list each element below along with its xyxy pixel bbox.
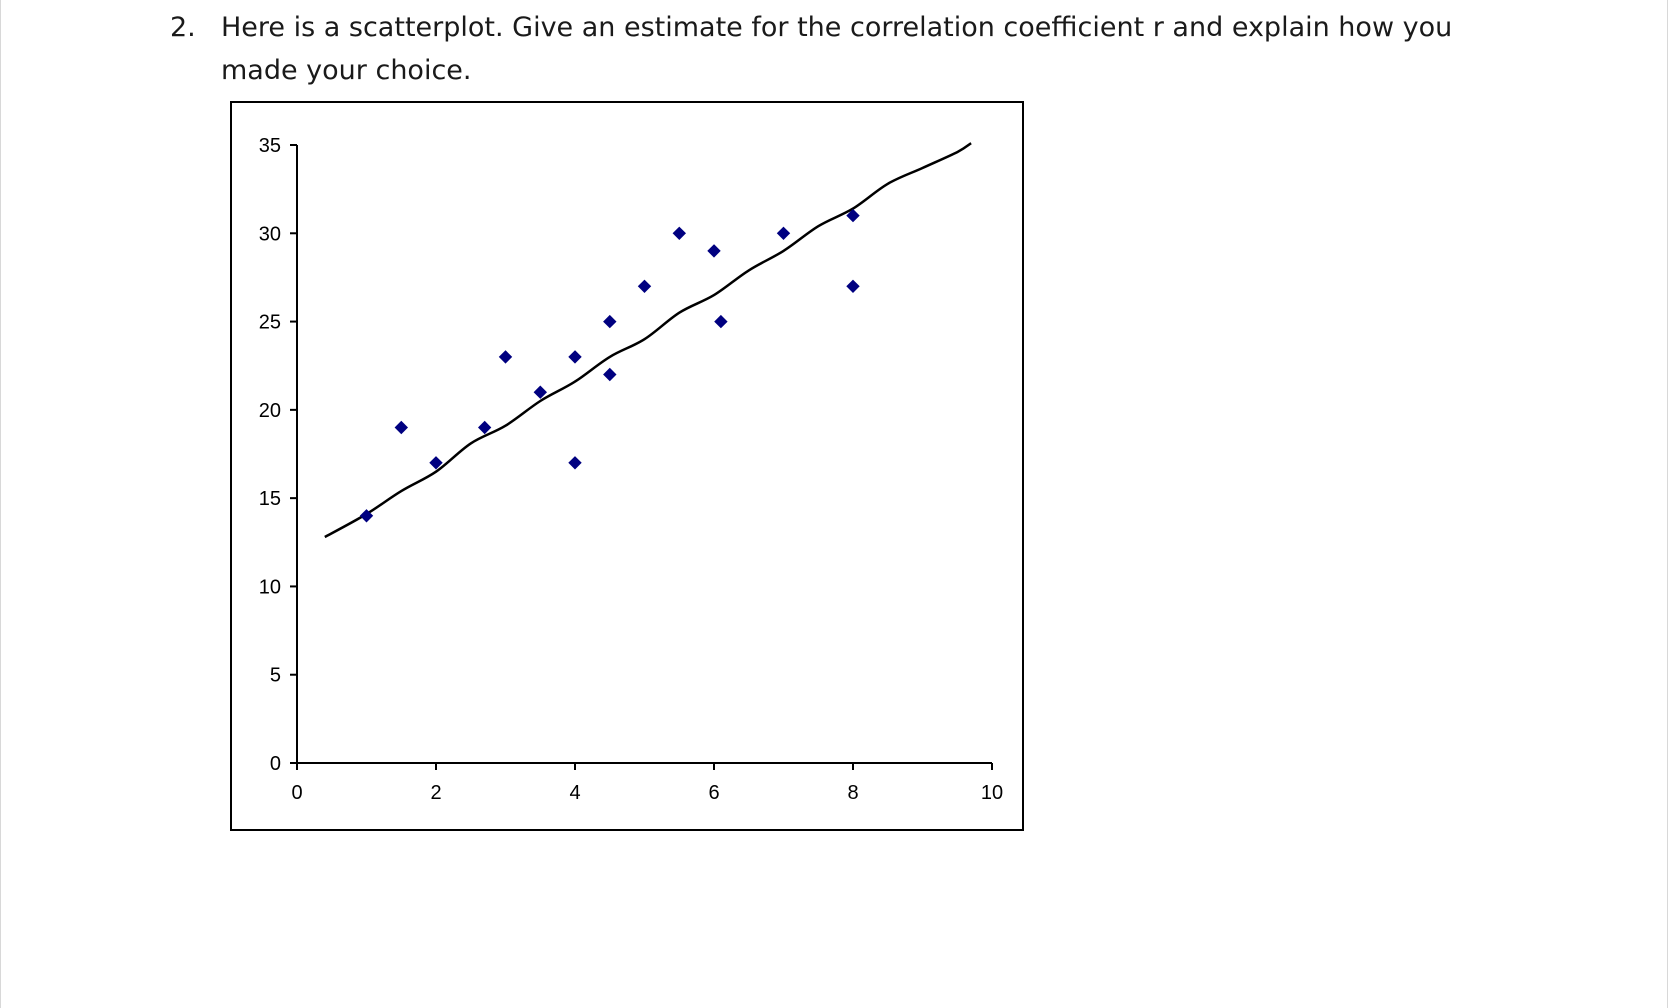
data-point-6: [568, 350, 582, 364]
data-point-3: [477, 420, 492, 435]
data-point-2: [429, 456, 443, 470]
y-tick-label-30: 30: [259, 223, 281, 245]
x-tick-label-4: 4: [569, 782, 580, 804]
x-tick-label-10: 10: [981, 782, 1003, 804]
page-edge-left: [0, 0, 1, 1008]
y-tick-label-10: 10: [259, 576, 281, 598]
y-tick-label-25: 25: [259, 312, 281, 334]
data-point-9: [603, 367, 617, 382]
data-point-13: [714, 314, 728, 329]
x-tick-label-0: 0: [291, 782, 302, 804]
data-point-7: [568, 456, 582, 470]
y-tick-label-5: 5: [270, 665, 281, 687]
data-point-4: [498, 350, 513, 364]
data-point-11: [672, 226, 687, 241]
data-point-8: [603, 314, 617, 329]
y-tick-label-35: 35: [259, 135, 281, 157]
trend-line: [324, 142, 972, 539]
y-tick-label-20: 20: [259, 400, 281, 422]
data-point-14: [776, 226, 791, 241]
x-tick-label-8: 8: [847, 782, 858, 804]
data-point-5: [533, 385, 548, 399]
x-tick-label-6: 6: [708, 782, 719, 804]
data-point-15: [846, 208, 860, 223]
scatter-plot: 0 5 10 15 20 25 30 35 0 2 4 6 8 10: [259, 135, 1003, 804]
data-point-1: [394, 420, 409, 435]
x-tick-label-2: 2: [430, 782, 441, 804]
data-point-16: [846, 279, 860, 294]
data-point-10: [637, 279, 652, 294]
data-point-12: [707, 244, 721, 258]
chart-frame: 0 5 10 15 20 25 30 35 0 2 4 6 8 10: [230, 101, 1024, 831]
data-point-0: [359, 509, 374, 523]
question-text: Here is a scatterplot. Give an estimate …: [221, 12, 1453, 86]
y-tick-label-0: 0: [270, 753, 281, 775]
question-number: 2.: [170, 12, 196, 43]
y-tick-label-15: 15: [259, 488, 281, 510]
